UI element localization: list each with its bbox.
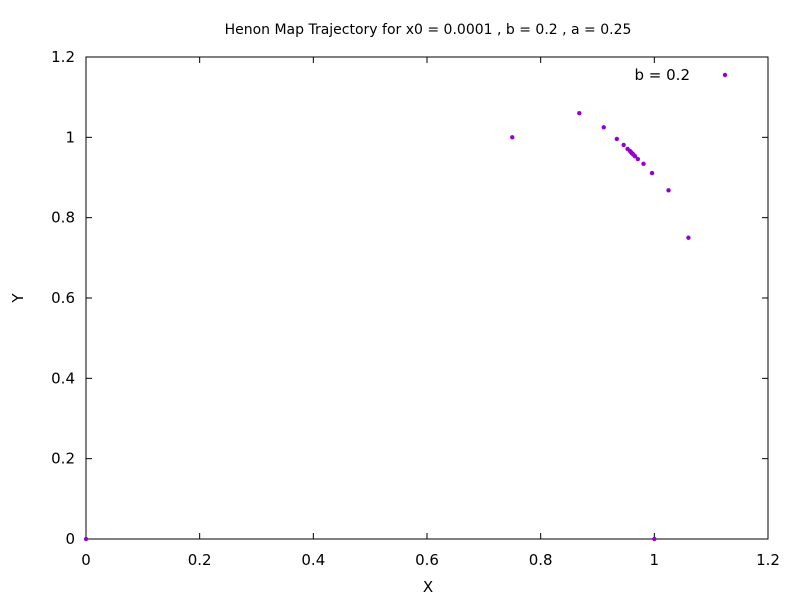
legend: b = 0.2 — [635, 66, 728, 84]
x-axis-ticks: 0 0.2 0.4 0.6 0.8 1 1.2 — [81, 57, 780, 569]
data-point — [652, 536, 657, 542]
plot-frame — [85, 56, 769, 540]
data-point — [621, 142, 626, 148]
y-tick-label: 0.6 — [51, 289, 75, 307]
data-points — [83, 111, 691, 542]
y-tick-label: 0.8 — [51, 209, 75, 227]
x-tick-label: 0.2 — [188, 551, 212, 569]
data-point — [510, 135, 515, 140]
data-point — [601, 125, 606, 130]
data-point — [649, 170, 655, 176]
data-point — [629, 150, 634, 156]
data-point — [641, 161, 646, 167]
data-point — [635, 156, 641, 162]
data-point — [686, 235, 691, 240]
x-tick-label: 0.8 — [529, 551, 553, 569]
chart-title: Henon Map Trajectory for x0 = 0.0001 , b… — [225, 22, 632, 38]
x-axis-label: X — [423, 578, 433, 596]
x-tick-label: 1.2 — [756, 551, 780, 569]
y-tick-label: 0.2 — [51, 450, 75, 468]
data-point — [577, 111, 582, 116]
y-tick-label: 1.2 — [51, 48, 75, 66]
data-point — [614, 136, 620, 142]
y-tick-label: 0.4 — [51, 369, 75, 387]
x-tick-label: 0.4 — [301, 551, 325, 569]
x-tick-label: 0 — [81, 551, 91, 569]
data-point — [666, 188, 671, 193]
x-tick-label: 1 — [650, 551, 660, 569]
legend-marker — [722, 72, 728, 78]
y-tick-label: 1 — [65, 128, 75, 146]
y-tick-label: 0 — [65, 530, 75, 548]
data-point — [83, 536, 89, 542]
legend-label: b = 0.2 — [635, 66, 690, 84]
y-axis-ticks: 0 0.2 0.4 0.6 0.8 1 1.2 — [51, 48, 768, 548]
x-tick-label: 0.6 — [415, 551, 439, 569]
y-axis-label: Y — [9, 293, 27, 304]
